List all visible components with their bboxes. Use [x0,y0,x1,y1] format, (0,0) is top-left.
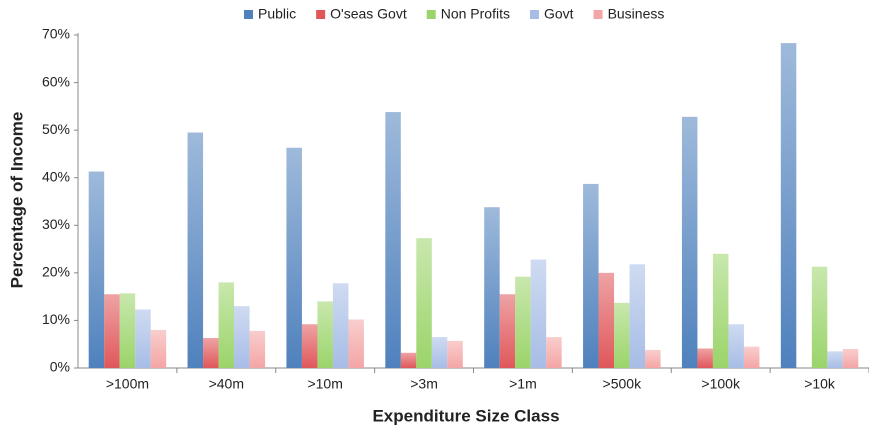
bar [645,349,661,368]
legend-label: Business [608,6,665,22]
bar [743,346,760,368]
bar [811,266,828,368]
bar [286,147,302,368]
bar [447,340,463,368]
bar [484,207,500,368]
legend-label: Public [258,6,296,22]
bar [348,319,364,368]
legend-swatch [316,10,326,19]
legend-label: O'seas Govt [330,6,407,22]
bar [583,183,599,368]
x-tick-label: >40m [209,376,244,392]
bar [546,337,562,368]
bar [431,337,448,368]
y-tick-label: 60% [42,73,70,89]
x-axis-title: Expenditure Size Class [372,406,559,425]
legend-swatch [244,10,253,19]
bar [385,112,401,369]
bar [317,301,333,368]
bar [187,132,204,368]
legend-label: Govt [544,6,574,22]
bar [150,329,167,368]
bar [203,338,219,368]
bar [416,238,432,368]
x-tick-label: >100m [106,376,149,392]
bar [499,294,516,368]
y-tick-label: 20% [42,264,70,280]
y-tick-label: 0% [50,359,70,375]
x-tick-label: >500k [603,376,643,392]
x-tick-label: >1m [509,376,537,392]
bar [234,306,250,368]
x-tick-label: >100k [701,376,741,392]
bar [515,276,531,368]
y-axis-title: Percentage of Income [7,112,26,289]
bar [218,282,235,368]
legend-swatch [426,10,436,19]
bar [301,324,318,368]
bar [598,272,615,368]
x-tick-label: >10m [307,376,342,392]
bar [400,352,417,368]
y-tick-label: 70% [42,26,70,42]
bar [697,348,713,368]
legend-swatch [593,10,603,19]
bar [88,171,105,368]
y-tick-label: 40% [42,168,70,184]
bar [614,302,630,368]
y-tick-label: 30% [42,216,70,232]
bar [104,294,120,368]
y-tick-label: 10% [42,311,70,327]
bar [681,116,698,368]
bar [827,351,843,368]
x-tick-label: >10k [804,376,836,392]
legend-swatch [529,10,539,19]
bar [712,253,729,368]
bar [119,293,136,368]
legend-label: Non Profits [441,6,510,22]
y-tick-label: 50% [42,121,70,137]
bar [842,348,859,368]
bar [629,264,646,368]
bar [332,283,349,368]
bar [530,259,547,368]
bar [728,324,744,368]
bar [135,309,151,368]
bar [780,43,797,368]
x-tick-label: >3m [410,376,438,392]
bar [249,330,266,368]
